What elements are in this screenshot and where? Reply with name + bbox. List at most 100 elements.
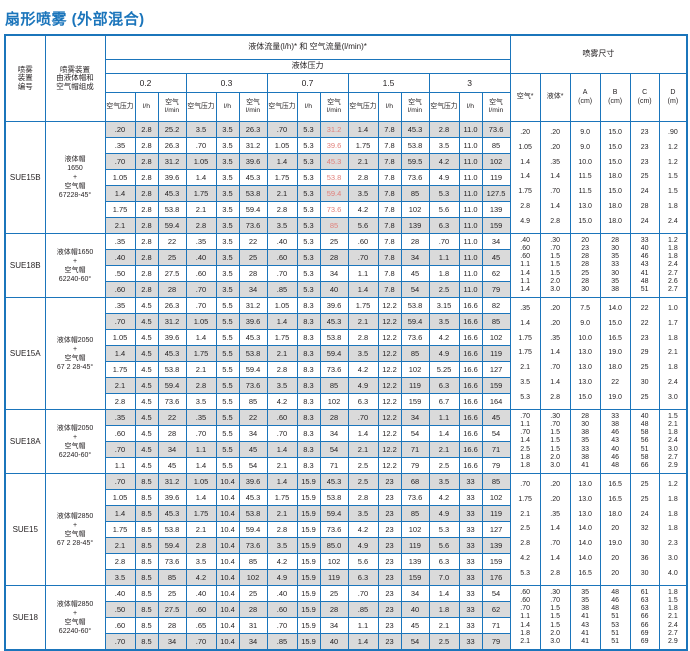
dims-value: 16.5 — [608, 481, 622, 489]
flow-cell: 85 — [400, 505, 430, 522]
dims-value: 13.0 — [578, 364, 592, 372]
flow-cell: 7.8 — [377, 249, 402, 266]
flow-cell: 54 — [481, 425, 511, 442]
flow-cell: 8.5 — [134, 585, 159, 602]
flow-cell: 2.1 — [347, 441, 379, 458]
flow-cell: 2.8 — [134, 121, 159, 138]
flow-cell: 25 — [238, 585, 268, 602]
flow-cell: 7.8 — [377, 169, 402, 186]
flow-cell: 33 — [458, 473, 483, 490]
dims-value: 1.5 — [550, 253, 560, 261]
dims-value: 2.4 — [668, 261, 678, 269]
flow-cell: 23 — [377, 585, 402, 602]
dims-value: 24 — [640, 217, 649, 225]
flow-cell: 2.8 — [266, 361, 298, 378]
dims-value: 13.0 — [578, 202, 592, 210]
flow-cell: 159 — [481, 217, 511, 234]
flow-cell: 12.2 — [377, 345, 402, 362]
flow-cell: 23 — [377, 537, 402, 554]
dims-value: 2.0 — [550, 630, 560, 638]
flow-cell: 28 — [319, 601, 349, 618]
flow-cell: 45.3 — [238, 489, 268, 506]
flow-cell: 5.5 — [215, 457, 240, 474]
dims-value: 2.1 — [520, 364, 530, 372]
dims-value: 1.8 — [520, 454, 530, 462]
flow-cell: 10.4 — [215, 505, 240, 522]
flow-cell: .60 — [104, 281, 136, 298]
flow-cell: 22 — [157, 409, 187, 426]
flow-cell: 12.2 — [377, 393, 402, 410]
dims-value: 2.6 — [668, 278, 678, 286]
lh-header: l/h — [134, 92, 159, 122]
device-id-cell: SUE15B — [4, 121, 46, 234]
flow-cell: 25 — [157, 249, 187, 266]
flow-cell: 1.05 — [266, 137, 298, 154]
flow-cell: 85 — [238, 393, 268, 410]
flow-cell: 85 — [319, 377, 349, 394]
flow-cell: .35 — [185, 233, 217, 250]
flow-cell: 45.3 — [157, 185, 187, 202]
flow-cell: .85 — [266, 281, 298, 298]
flow-cell: 11.0 — [458, 153, 483, 170]
table-header: 喷雾 装置 编号 喷雾装置 由液体帽和 空气帽组成 液体流量(l/h)* 和 空… — [4, 34, 688, 122]
table-row: .70 2.8 31.2 1.05 3.5 39.6 1.4 5.3 45.3 2.1 7.8 59.… — [5, 153, 687, 170]
flow-cell: 28 — [157, 425, 187, 442]
dims-value: 25 — [640, 481, 649, 489]
dims-column-cell: 16.5 16.5 18.0 20 19.0 20 20 — [599, 473, 631, 586]
table-row: 1.75 4.5 53.8 2.1 5.5 59.4 2.8 8.3 73.6 4.2 12.2 10… — [5, 361, 687, 378]
dims-value: .40 — [520, 236, 530, 244]
flow-cell: 11.0 — [458, 233, 483, 250]
flow-cell: 2.1 — [104, 217, 136, 234]
dims-value: .20 — [550, 320, 560, 328]
dims-column-cell: 28 30 38 35 33 38 41 — [569, 409, 601, 474]
flow-cell: 5.5 — [215, 425, 240, 442]
dims-value: 4.9 — [520, 217, 530, 225]
flow-cell: 10.4 — [215, 633, 240, 651]
dims-value: .20 — [550, 481, 560, 489]
lh-header: l/h — [458, 92, 483, 122]
flow-cell: 10.4 — [215, 537, 240, 554]
flow-cell: 34 — [157, 441, 187, 458]
flow-cell: 59.4 — [238, 361, 268, 378]
dims-value: 1.2 — [668, 144, 678, 152]
flow-cell: 22 — [157, 233, 187, 250]
flow-cell: 5.3 — [296, 201, 321, 218]
dims-value: 38 — [581, 429, 590, 437]
dims-value: 1.5 — [550, 437, 560, 445]
flow-cell: 4.9 — [428, 505, 460, 522]
dims-value: 5.3 — [520, 569, 530, 577]
flow-cell: 39.6 — [238, 153, 268, 170]
dims-value: 1.8 — [520, 462, 530, 470]
dims-column-cell: .30.70 1.5 1.5 1.5 2.0 3.0 — [539, 409, 571, 474]
flow-cell: 1.75 — [185, 505, 217, 522]
flow-cell: 7.0 — [428, 569, 460, 586]
flow-cell: 15.9 — [296, 569, 321, 586]
flow-cell: 5.3 — [296, 169, 321, 186]
flow-cell: 15.9 — [296, 553, 321, 570]
dims-value: 13.0 — [578, 481, 592, 489]
dims-value: 10.0 — [578, 334, 592, 342]
flow-cell: 7.8 — [377, 121, 402, 138]
dims-value: 18.0 — [608, 173, 622, 181]
dims-value: 1.4 — [520, 286, 530, 294]
dims-value: 2.8 — [520, 202, 530, 210]
flow-cell: 5.3 — [296, 249, 321, 266]
dims-value: 46 — [611, 596, 620, 604]
dims-col-header-air: 空气* — [509, 73, 541, 122]
flow-cell: 73.6 — [481, 121, 511, 138]
dims-value: 1.4 — [550, 378, 560, 386]
flow-cell: 11.0 — [458, 137, 483, 154]
flow-cell: 1.4 — [185, 489, 217, 506]
flow-cell: 1.75 — [104, 361, 136, 378]
flow-cell: 39.6 — [319, 137, 349, 154]
flow-cell: 2.5 — [347, 473, 379, 490]
flow-cell: 8.3 — [296, 409, 321, 426]
dims-column-cell: .30.70 1.5 1.5 1.5 2.0 3.0 — [539, 233, 571, 298]
dims-col-header-a: A (cm) — [569, 73, 601, 122]
air-pressure-header: 空气压力 — [266, 92, 298, 122]
table-row: 2.8 8.5 73.6 3.5 10.4 85 4.2 15.9 102 5.6 23 139 6.3… — [5, 553, 687, 570]
dims-value: 2.8 — [550, 393, 560, 401]
flow-cell: 45.3 — [157, 505, 187, 522]
flow-cell: 40 — [319, 281, 349, 298]
dims-value: .35 — [520, 305, 530, 313]
